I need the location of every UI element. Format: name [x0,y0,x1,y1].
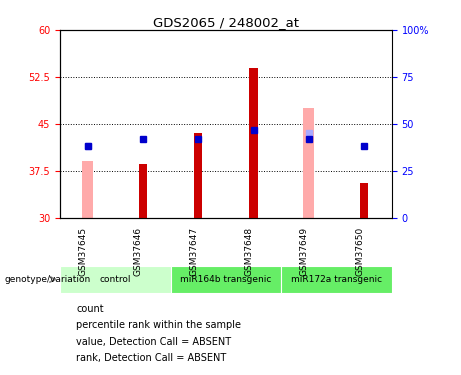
FancyBboxPatch shape [171,266,281,293]
Text: GSM37647: GSM37647 [189,227,198,276]
FancyBboxPatch shape [281,266,392,293]
Title: GDS2065 / 248002_at: GDS2065 / 248002_at [153,16,299,29]
Bar [303,108,314,218]
Bar [139,164,147,218]
Text: rank, Detection Call = ABSENT: rank, Detection Call = ABSENT [76,353,226,363]
Bar [194,133,202,218]
Text: GSM37645: GSM37645 [78,227,88,276]
Text: miR172a transgenic: miR172a transgenic [291,275,382,284]
Text: GSM37646: GSM37646 [134,227,143,276]
Text: count: count [76,304,104,314]
Text: genotype/variation: genotype/variation [5,275,91,284]
Text: percentile rank within the sample: percentile rank within the sample [76,321,241,330]
Bar [249,68,258,218]
Text: GSM37649: GSM37649 [300,227,309,276]
Text: GSM37650: GSM37650 [355,227,364,276]
Text: GSM37648: GSM37648 [244,227,254,276]
Bar [82,161,93,218]
Bar [360,183,368,218]
Text: value, Detection Call = ABSENT: value, Detection Call = ABSENT [76,337,231,346]
FancyBboxPatch shape [60,266,171,293]
Text: control: control [100,275,131,284]
Text: miR164b transgenic: miR164b transgenic [180,275,272,284]
